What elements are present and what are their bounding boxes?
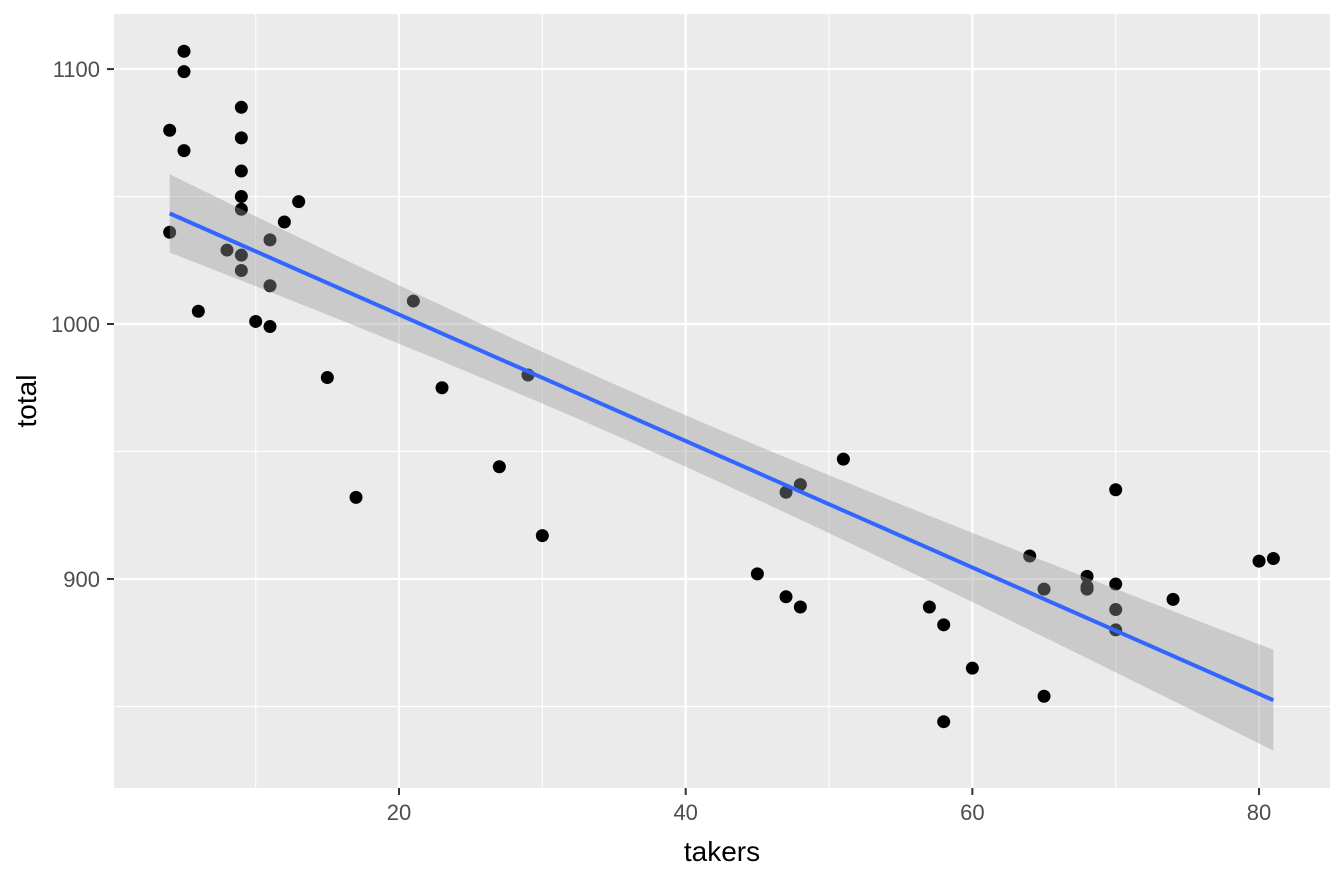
data-point <box>163 225 177 239</box>
x-tick-label: 80 <box>1247 800 1271 825</box>
data-point <box>1080 569 1094 583</box>
data-point <box>1037 689 1051 703</box>
regression-line <box>168 211 1275 703</box>
data-point <box>779 485 793 499</box>
data-point <box>492 460 506 474</box>
data-point <box>836 452 850 466</box>
data-point <box>234 100 248 114</box>
smooth-layer <box>168 174 1275 751</box>
gridlines-major <box>114 14 1330 788</box>
x-tick-label: 60 <box>960 800 984 825</box>
data-point <box>1266 552 1280 566</box>
data-points-layer <box>163 44 1280 729</box>
y-tick-label: 1000 <box>51 312 100 337</box>
data-point <box>234 164 248 178</box>
x-tick-label: 40 <box>673 800 697 825</box>
data-point <box>234 248 248 262</box>
data-point <box>234 263 248 277</box>
x-tick-label: 20 <box>387 800 411 825</box>
data-point <box>937 618 951 632</box>
data-point <box>249 314 263 328</box>
data-point <box>1166 592 1180 606</box>
axis-layer: 20 40 60 80 900 1000 1100 <box>51 57 1271 825</box>
data-point <box>1023 549 1037 563</box>
data-point <box>234 131 248 145</box>
data-point <box>277 215 291 229</box>
data-point <box>406 294 420 308</box>
data-point <box>1109 577 1123 591</box>
data-point <box>349 490 363 504</box>
data-point <box>1080 582 1094 596</box>
data-point <box>535 529 549 543</box>
data-point <box>177 44 191 58</box>
data-point <box>163 123 177 137</box>
data-point <box>177 65 191 79</box>
data-point <box>191 304 205 318</box>
data-point <box>1252 554 1266 568</box>
data-point <box>177 144 191 158</box>
plot-panel <box>114 14 1330 788</box>
data-point <box>793 478 807 492</box>
data-point <box>922 600 936 614</box>
data-point <box>750 567 764 581</box>
data-point <box>937 715 951 729</box>
data-point <box>435 381 449 395</box>
data-point <box>965 661 979 675</box>
data-point <box>263 233 277 247</box>
data-point <box>234 190 248 204</box>
y-tick-label: 900 <box>63 567 100 592</box>
data-point <box>234 202 248 216</box>
y-tick-label: 1100 <box>53 57 100 82</box>
gridlines-minor <box>114 14 1330 788</box>
x-axis-title: takers <box>684 836 760 867</box>
data-point <box>1109 603 1123 617</box>
data-point <box>779 590 793 604</box>
data-point <box>320 371 334 385</box>
data-point <box>263 320 277 334</box>
data-point <box>292 195 306 209</box>
data-point <box>263 279 277 293</box>
data-point <box>793 600 807 614</box>
y-axis-title: total <box>11 375 42 428</box>
data-point <box>1037 582 1051 596</box>
confidence-band <box>169 174 1274 751</box>
data-point <box>1109 483 1123 497</box>
data-point <box>220 243 234 257</box>
